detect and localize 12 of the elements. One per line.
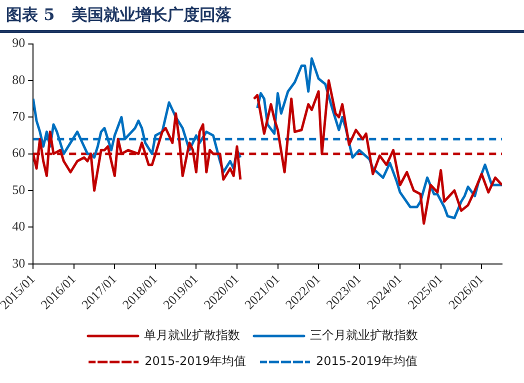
- y-tick-label: 60: [12, 145, 26, 160]
- y-tick-label: 70: [12, 108, 26, 124]
- legend-label: 单月就业扩散指数: [144, 328, 240, 342]
- legend-label: 2015-2019年均值: [144, 354, 246, 368]
- chart-title: 图表 5 美国就业增长广度回落: [0, 0, 524, 33]
- legend-label: 三个月就业扩散指数: [310, 328, 418, 342]
- y-tick-label: 40: [12, 218, 26, 234]
- y-tick-label: 50: [12, 182, 26, 197]
- legend-label: 2015-2019年均值: [316, 354, 418, 368]
- y-tick-label: 30: [12, 255, 26, 270]
- y-tick-label: 80: [12, 72, 26, 87]
- y-tick-label: 90: [12, 35, 26, 50]
